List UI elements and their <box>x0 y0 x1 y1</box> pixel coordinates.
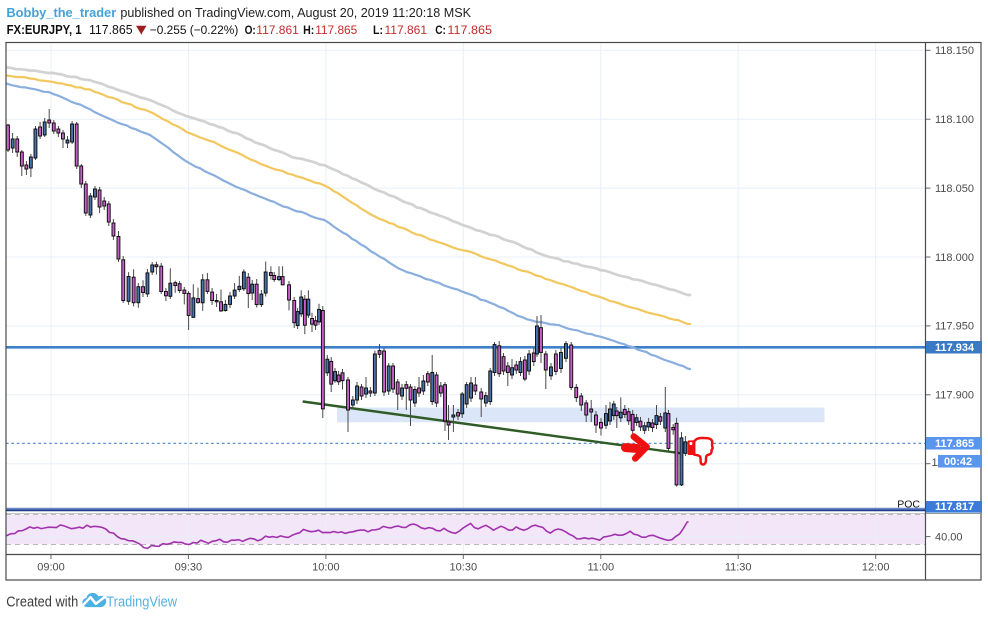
svg-text:117.865: 117.865 <box>447 23 492 37</box>
svg-text:FX:EURJPY, 1: FX:EURJPY, 1 <box>7 22 82 37</box>
svg-text:09:00: 09:00 <box>37 562 65 574</box>
svg-text:10:30: 10:30 <box>450 562 478 574</box>
svg-text:−0.255 (−0.22%): −0.255 (−0.22%) <box>150 23 239 37</box>
svg-text:40.00: 40.00 <box>935 531 963 543</box>
svg-text:118.100: 118.100 <box>935 114 974 126</box>
svg-text:POC: POC <box>897 499 920 511</box>
svg-text:Created with: Created with <box>6 595 78 611</box>
svg-text:TradingView: TradingView <box>106 595 177 611</box>
svg-text:117.950: 117.950 <box>935 321 974 333</box>
svg-text:117.861: 117.861 <box>256 23 299 37</box>
svg-text:118.050: 118.050 <box>935 183 974 195</box>
svg-text:Bobby_the_trader: Bobby_the_trader <box>6 5 116 20</box>
svg-text:11:30: 11:30 <box>725 562 752 574</box>
svg-text:118.150: 118.150 <box>935 45 974 57</box>
svg-text:117.865: 117.865 <box>315 23 357 37</box>
svg-text:117.817: 117.817 <box>935 501 974 513</box>
svg-text:117.861: 117.861 <box>385 23 428 37</box>
svg-text:11:00: 11:00 <box>587 562 614 574</box>
svg-text:117.865: 117.865 <box>935 438 974 450</box>
svg-text:H:: H: <box>303 23 314 37</box>
svg-text:00:42: 00:42 <box>944 456 972 468</box>
svg-text:O:: O: <box>245 23 256 37</box>
svg-text:C:: C: <box>435 23 446 37</box>
svg-text:09:30: 09:30 <box>175 562 203 574</box>
svg-text:117.900: 117.900 <box>935 390 974 402</box>
svg-text:117.865: 117.865 <box>89 22 133 37</box>
svg-text:118.000: 118.000 <box>935 252 974 264</box>
svg-text:12:00: 12:00 <box>862 562 890 574</box>
svg-text:117.934: 117.934 <box>935 342 975 354</box>
svg-text:published on TradingView.com,: published on TradingView.com, August 20,… <box>120 5 471 20</box>
svg-text:L:: L: <box>373 23 383 37</box>
svg-text:10:00: 10:00 <box>312 562 340 574</box>
